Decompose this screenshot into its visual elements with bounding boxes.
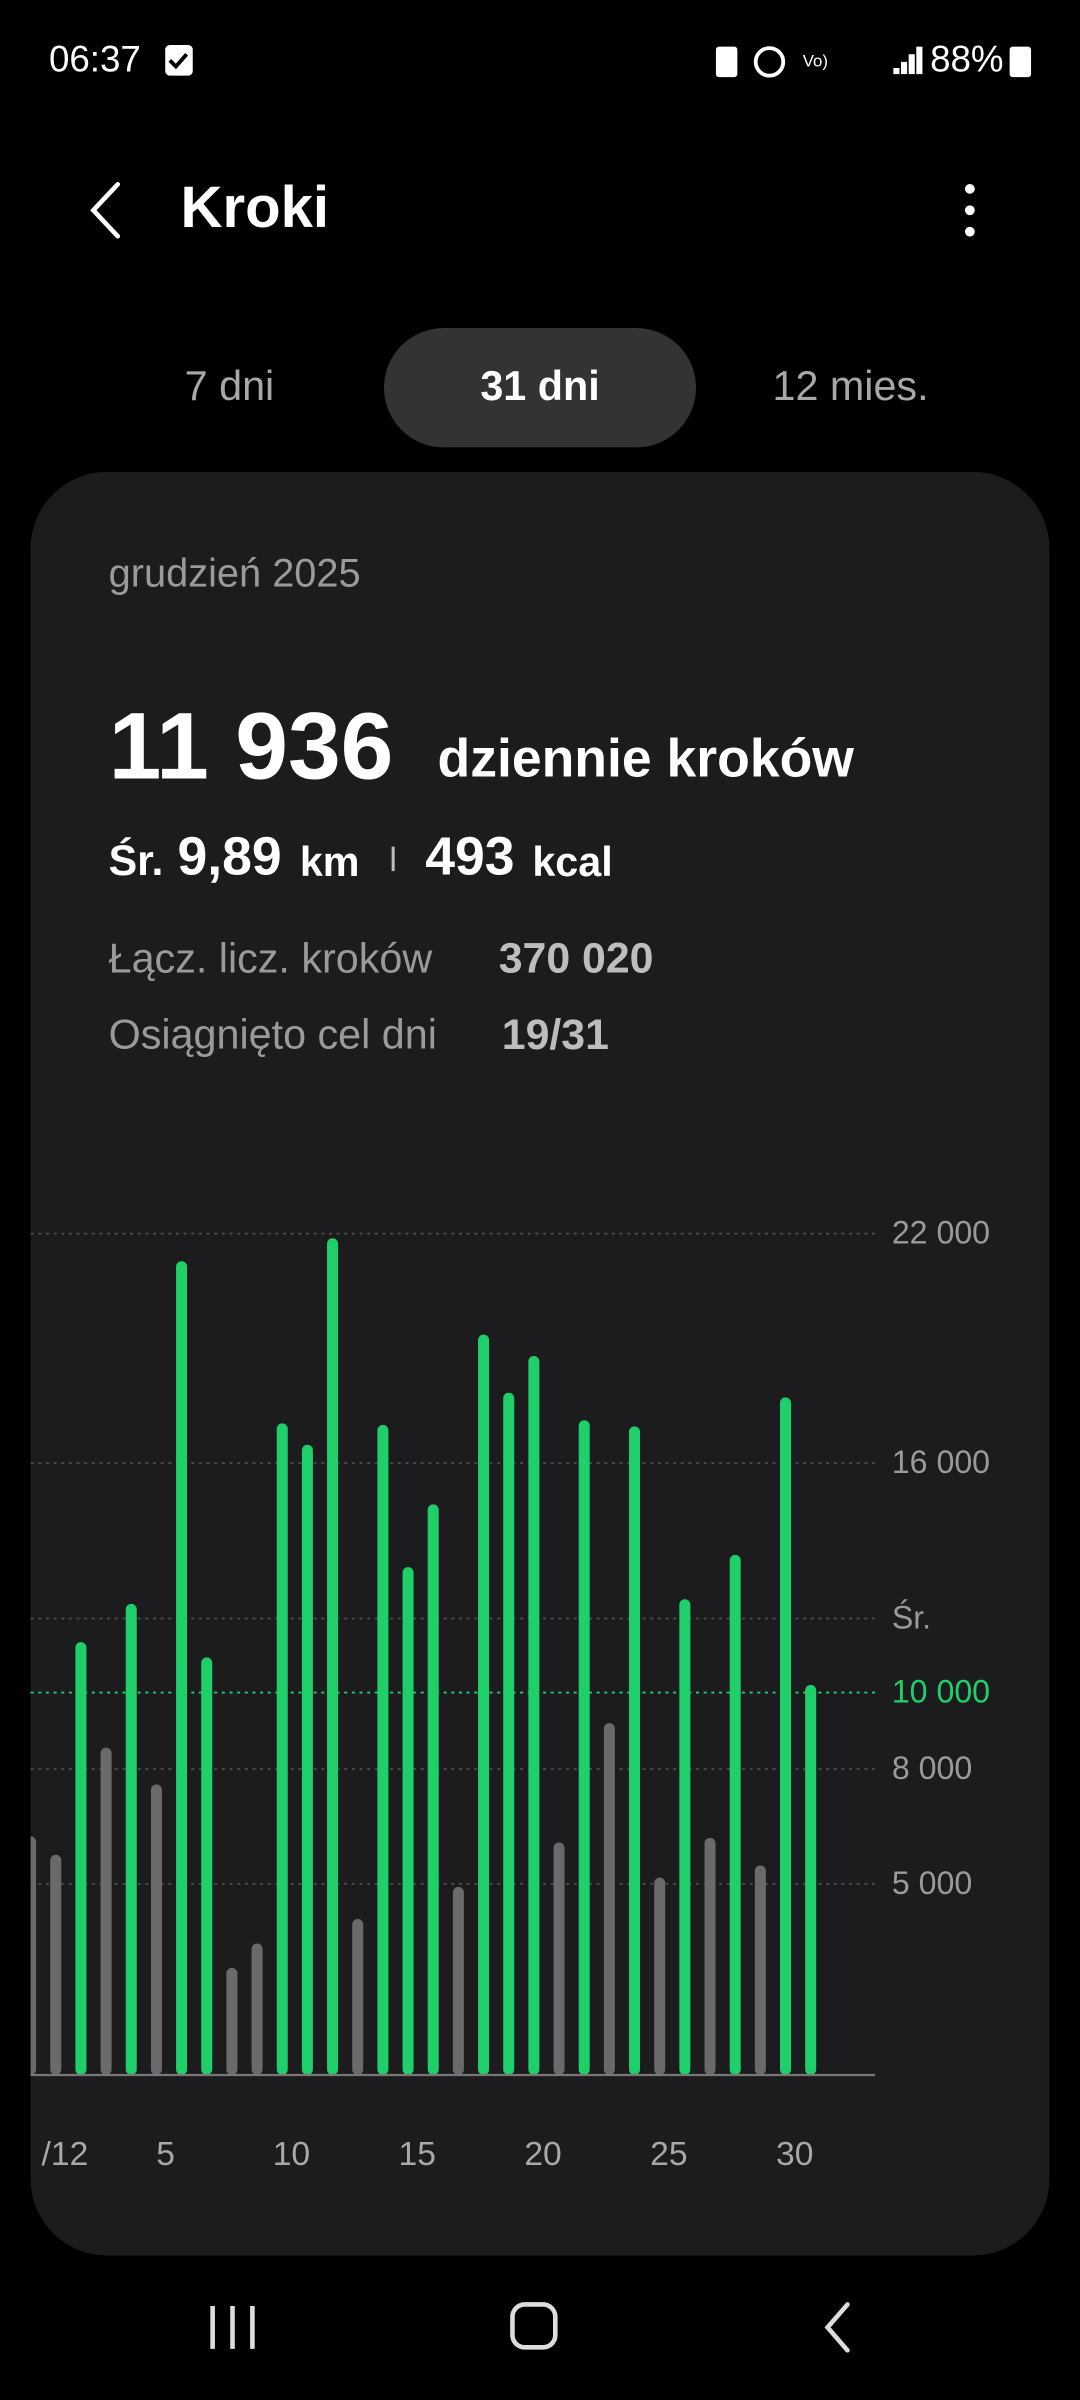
y-tick-label: 8 000 (892, 1750, 972, 1786)
daily-steps-label: dziennie kroków (438, 730, 855, 789)
x-tick-label: 15 (399, 2136, 436, 2173)
x-tick-label: 30 (776, 2136, 813, 2173)
bar (327, 1238, 339, 2076)
status-icon (168, 52, 189, 70)
battery-icon (1009, 46, 1032, 78)
tab[interactable]: 12 mies. (772, 363, 928, 409)
y-tick-label: Śr. (892, 1600, 931, 1636)
x-tick-label: 20 (524, 2136, 561, 2173)
bar (30, 1836, 37, 2076)
tab-selected-bg (383, 328, 697, 448)
bar (176, 1261, 188, 2076)
bar (402, 1567, 414, 2076)
goal-days: 19/31 (502, 1011, 609, 1059)
bar (251, 1943, 263, 2076)
distance-unit: km (300, 839, 360, 885)
bar (226, 1967, 238, 2076)
bar (75, 1642, 87, 2076)
total: 370 020 (499, 935, 654, 983)
bar (427, 1504, 439, 2076)
bar (780, 1397, 792, 2076)
bar (352, 1918, 364, 2076)
period: grudzień 2025 (109, 551, 361, 595)
bar (150, 1784, 162, 2076)
home-button[interactable] (510, 2302, 558, 2350)
bar (377, 1424, 389, 2076)
calories: 493 (425, 828, 514, 887)
bar (528, 1356, 540, 2076)
daily-steps: 11 936 (109, 693, 394, 799)
bar (629, 1426, 641, 2076)
tabs: 7 dni 31 dni 12 mies. (185, 328, 929, 448)
menu-button[interactable] (964, 183, 975, 237)
bar (679, 1599, 691, 2076)
total-label: Łącz. licz. kroków (109, 935, 433, 981)
bars: /12 5 10 15 20 25 30 (30, 1238, 817, 2173)
page-title: Kroki (181, 175, 330, 240)
y-tick-label: 22 000 (892, 1215, 990, 1251)
bar (50, 1854, 62, 2076)
status-time: 06:37 (49, 39, 141, 80)
bar (754, 1865, 766, 2076)
tab[interactable]: 31 dni (480, 363, 599, 409)
status-icon (753, 46, 786, 78)
back-button[interactable] (90, 181, 121, 239)
recent-apps-button[interactable] (210, 2306, 255, 2349)
bar (654, 1877, 666, 2076)
bar (578, 1420, 590, 2076)
avg-label: Śr. (109, 836, 164, 885)
bar (478, 1334, 490, 2076)
bar (704, 1837, 716, 2076)
bar (603, 1723, 615, 2076)
x-tick-label: 5 (156, 2136, 175, 2173)
y-tick-label: 10 000 (892, 1674, 990, 1710)
y-tick-label: 16 000 (892, 1444, 990, 1480)
bar (100, 1747, 112, 2076)
calories-unit: kcal (532, 839, 612, 885)
y-tick-label: 5 000 (892, 1865, 972, 1901)
bar (276, 1423, 288, 2076)
back-nav-button[interactable] (824, 2302, 850, 2353)
bar (805, 1684, 817, 2076)
tab[interactable]: 7 dni (185, 363, 275, 409)
goal-label: Osiągnięto cel dni (109, 1012, 437, 1058)
status-battery: 88% (930, 39, 1003, 80)
status-icon: Vo) (803, 51, 828, 70)
x-tick-label: /12 (42, 2136, 89, 2173)
bar (452, 1886, 464, 2076)
bar (553, 1842, 565, 2076)
distance: 9,89 (177, 828, 281, 887)
bar (503, 1392, 515, 2076)
nav-bar (210, 2302, 850, 2353)
status-icon (715, 46, 738, 78)
signal-icon (893, 46, 923, 75)
x-tick-label: 10 (273, 2136, 310, 2173)
bar (301, 1444, 313, 2076)
bar (201, 1657, 213, 2076)
x-tick-label: 25 (650, 2136, 687, 2173)
bar (125, 1603, 137, 2076)
bar (729, 1554, 741, 2076)
